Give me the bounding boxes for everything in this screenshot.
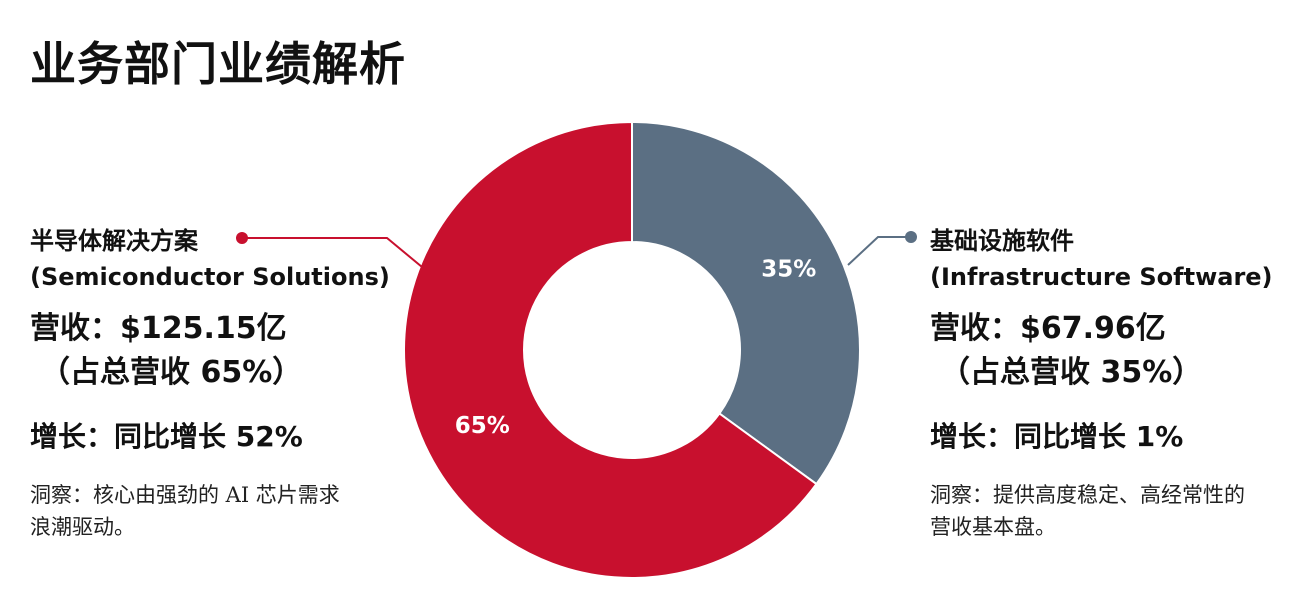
software-revenue: 营收：$67.96亿 [930, 311, 1166, 346]
leader-line-semiconductor [246, 237, 423, 268]
leader-line-software [847, 236, 906, 266]
software-growth: 增长：同比增长 1% [930, 420, 1184, 453]
donut-slice-semiconductor [403, 120, 818, 579]
software-name-zh: 基础设施软件 [930, 227, 1074, 255]
software-panel: 基础设施软件 (Infrastructure Software) 营收：$67.… [930, 223, 1290, 543]
semiconductor-name-en: (Semiconductor Solutions) [30, 263, 390, 291]
semiconductor-revenue: 营收：$125.15亿 [30, 311, 287, 346]
slice-label-semiconductor: 65% [455, 413, 510, 439]
semiconductor-panel: 半导体解决方案 (Semiconductor Solutions) 营收：$12… [30, 223, 390, 543]
semiconductor-share: （占总营收 65%） [40, 355, 303, 390]
semiconductor-growth: 增长：同比增长 52% [30, 420, 303, 453]
page-title: 业务部门业绩解析 [30, 37, 406, 91]
donut-slice-software [631, 120, 861, 486]
leader-dot-software [905, 231, 917, 243]
semiconductor-insight: 洞察：核心由强劲的 AI 芯片需求浪潮驱动。 [30, 483, 340, 539]
semiconductor-name-zh: 半导体解决方案 [30, 227, 198, 255]
software-insight: 洞察：提供高度稳定、高经常性的营收基本盘。 [930, 483, 1245, 539]
slice-label-software: 35% [761, 257, 816, 283]
software-share: （占总营收 35%） [940, 355, 1203, 390]
leader-dot-semiconductor [236, 232, 248, 244]
software-name-en: (Infrastructure Software) [930, 263, 1273, 291]
